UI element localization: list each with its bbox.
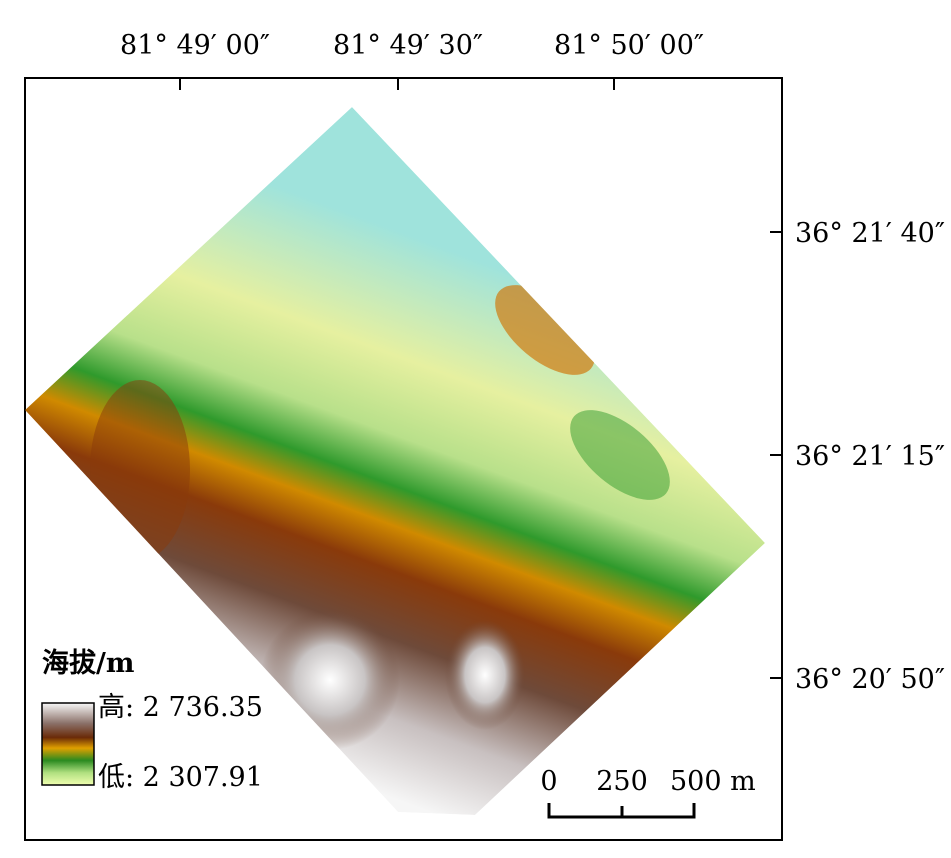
lon-label: 81° 49′ 30″: [333, 30, 483, 61]
scale-label: 250: [596, 766, 648, 797]
lat-label: 36° 21′ 15″: [795, 441, 945, 472]
lon-label: 81° 50′ 00″: [554, 30, 704, 61]
legend-bar: [41, 702, 95, 786]
lat-label: 36° 21′ 40″: [795, 218, 945, 249]
legend-title: 海拔/m: [42, 648, 134, 679]
legend-low: 低: 2 307.91: [98, 762, 263, 793]
scale-label: 500 m: [670, 766, 756, 797]
ticks: [179, 78, 782, 679]
scale-label: 0: [540, 766, 557, 797]
legend-high: 高: 2 736.35: [98, 692, 263, 723]
scale-bar: [547, 803, 696, 819]
lat-label: 36° 20′ 50″: [795, 664, 945, 695]
frame: [24, 77, 783, 841]
lon-label: 81° 49′ 00″: [120, 30, 270, 61]
